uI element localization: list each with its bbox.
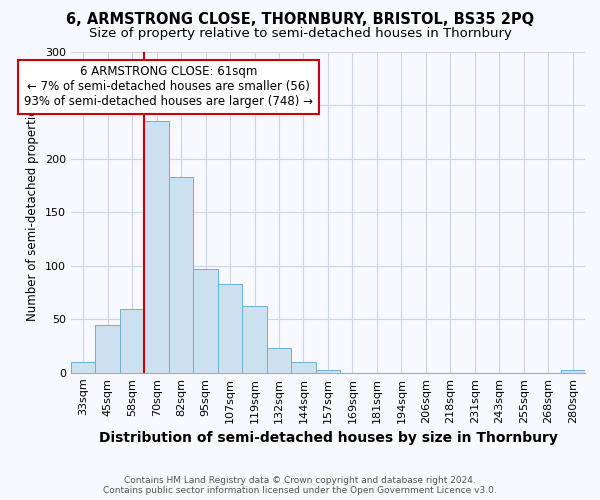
X-axis label: Distribution of semi-detached houses by size in Thornbury: Distribution of semi-detached houses by …: [98, 431, 557, 445]
Bar: [95, 324, 120, 373]
Bar: [218, 284, 242, 373]
Text: 6, ARMSTRONG CLOSE, THORNBURY, BRISTOL, BS35 2PQ: 6, ARMSTRONG CLOSE, THORNBURY, BRISTOL, …: [66, 12, 534, 28]
Text: Contains HM Land Registry data © Crown copyright and database right 2024.
Contai: Contains HM Land Registry data © Crown c…: [103, 476, 497, 495]
Text: 6 ARMSTRONG CLOSE: 61sqm
← 7% of semi-detached houses are smaller (56)
93% of se: 6 ARMSTRONG CLOSE: 61sqm ← 7% of semi-de…: [25, 66, 313, 108]
Bar: [242, 306, 267, 373]
Bar: [316, 370, 340, 373]
Bar: [169, 177, 193, 373]
Bar: [120, 308, 145, 373]
Y-axis label: Number of semi-detached properties: Number of semi-detached properties: [26, 103, 40, 322]
Bar: [560, 370, 585, 373]
Bar: [193, 269, 218, 373]
Text: Size of property relative to semi-detached houses in Thornbury: Size of property relative to semi-detach…: [89, 28, 511, 40]
Bar: [71, 362, 95, 373]
Bar: [291, 362, 316, 373]
Bar: [145, 121, 169, 373]
Bar: [267, 348, 291, 373]
